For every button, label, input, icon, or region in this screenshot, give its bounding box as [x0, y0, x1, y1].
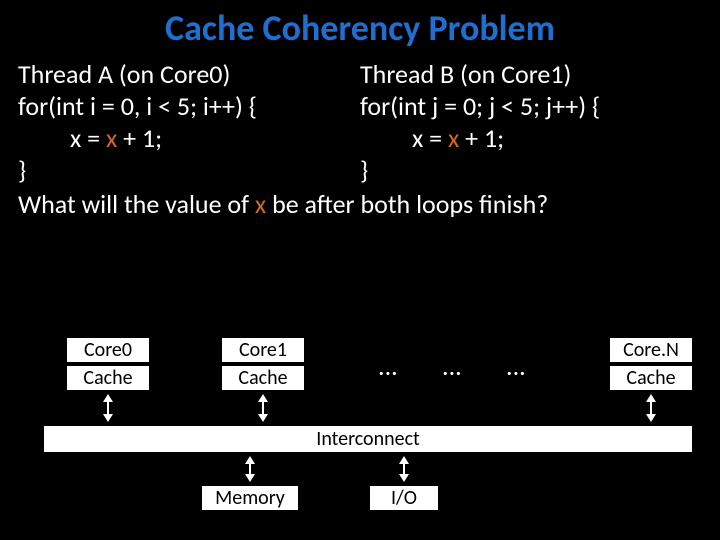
- thread-b-close: }: [360, 154, 702, 186]
- thread-a-post: + 1;: [117, 122, 162, 154]
- cache-box-2: Cache: [608, 364, 694, 392]
- question-text: What will the value of x be after both l…: [18, 188, 702, 220]
- bus-arrow-1: [256, 394, 270, 422]
- thread-b-body: x = x + 1;: [360, 122, 702, 154]
- cache-box-1: Cache: [220, 364, 306, 392]
- io-box: I/O: [368, 484, 440, 512]
- thread-a-line1: for(int i = 0, i < 5; i++) {: [18, 90, 360, 122]
- thread-a-code: Thread A (on Core0) for(int i = 0, i < 5…: [18, 58, 360, 186]
- thread-b-pre: x =: [412, 122, 448, 154]
- page-title: Cache Coherency Problem: [0, 0, 720, 50]
- thread-a-header: Thread A (on Core0): [18, 58, 360, 90]
- question-post: be after both loops finish?: [266, 188, 548, 220]
- thread-b-code: Thread B (on Core1) for(int j = 0; j < 5…: [360, 58, 702, 186]
- thread-a-close: }: [18, 154, 360, 186]
- core-box-2: Core.N: [608, 336, 694, 364]
- bus-arrow-0: [101, 394, 115, 422]
- code-block: Thread A (on Core0) for(int i = 0, i < 5…: [0, 50, 720, 220]
- bus-arrow-2: [644, 394, 658, 422]
- memory-box: Memory: [200, 484, 300, 512]
- thread-b-header: Thread B (on Core1): [360, 58, 702, 90]
- thread-a-var: x: [106, 122, 117, 154]
- core-box-0: Core0: [65, 336, 151, 364]
- question-var: x: [255, 188, 266, 220]
- thread-b-var: x: [448, 122, 459, 154]
- bus-arrow-3: [243, 456, 257, 482]
- thread-a-pre: x =: [70, 122, 106, 154]
- bus-arrow-4: [397, 456, 411, 482]
- ellipsis-2: ...: [506, 350, 526, 382]
- question-pre: What will the value of: [18, 188, 255, 220]
- core-box-1: Core1: [220, 336, 306, 364]
- ellipsis-1: ...: [442, 350, 462, 382]
- interconnect-box: Interconnect: [42, 424, 694, 454]
- thread-b-post: + 1;: [459, 122, 504, 154]
- architecture-diagram: Core0CacheCore1CacheCore.NCache ........…: [0, 328, 720, 528]
- thread-a-body: x = x + 1;: [18, 122, 360, 154]
- ellipsis-0: ...: [378, 350, 398, 382]
- thread-b-line1: for(int j = 0; j < 5; j++) {: [360, 90, 702, 122]
- cache-box-0: Cache: [65, 364, 151, 392]
